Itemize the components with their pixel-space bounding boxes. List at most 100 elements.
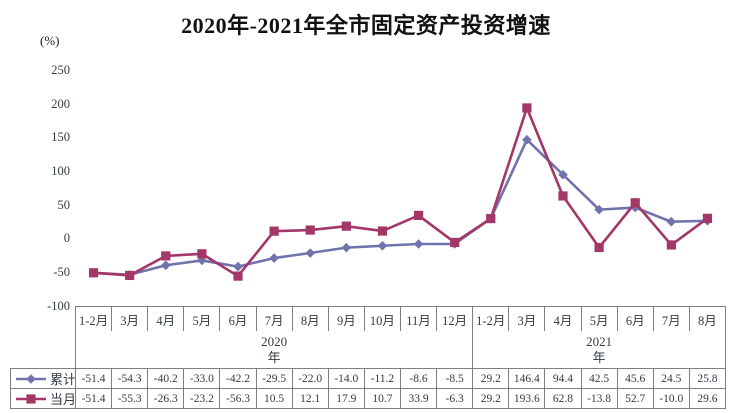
month-cell: 7月: [652, 306, 690, 331]
diamond-marker: [666, 216, 677, 227]
year-cell: 2020年: [74, 331, 473, 369]
diamond-marker: [233, 261, 243, 272]
value-cell: -42.2: [219, 368, 257, 389]
value-cell: -6.3: [436, 388, 474, 409]
square-marker: [88, 268, 99, 278]
diamond-marker: [594, 204, 604, 215]
y-axis-unit-label: (%): [40, 33, 60, 48]
legend-cell: 当月: [10, 388, 76, 409]
value-cell: 29.2: [472, 368, 510, 389]
value-cell: -29.5: [255, 368, 293, 389]
y-tick-label: 250: [51, 63, 70, 77]
value-cell: 12.1: [291, 388, 329, 409]
diamond-marker: [305, 248, 316, 258]
square-marker: [26, 393, 36, 404]
month-cell: 1-2月: [472, 306, 509, 331]
square-marker: [125, 270, 135, 281]
y-tick-label: 100: [51, 163, 70, 178]
chart-title: 2020年-2021年全市固定资产投资增速: [181, 13, 551, 38]
value-cell: 25.8: [688, 368, 727, 389]
year-label: 2021年: [586, 333, 613, 365]
value-cell: 10.7: [363, 388, 401, 409]
y-tick-label: -100: [47, 298, 70, 313]
diamond-marker: [522, 134, 532, 145]
square-marker: [341, 221, 351, 231]
y-tick-label: 150: [51, 130, 70, 145]
square-marker: [233, 271, 243, 281]
diamond-marker: [558, 169, 568, 180]
square-marker: [630, 198, 640, 208]
diamond-marker: [377, 240, 388, 251]
square-marker: [594, 242, 604, 253]
month-cell: 3月: [111, 306, 148, 331]
value-cell: -33.0: [183, 368, 221, 389]
legend-label: 当月: [50, 392, 76, 407]
value-cell: 42.5: [580, 368, 618, 389]
month-cell: 1-2月: [74, 306, 112, 331]
value-cell: -56.3: [219, 388, 257, 409]
value-cell: -23.2: [183, 388, 221, 409]
year-cell: 2021年: [472, 331, 726, 369]
value-cell: 45.6: [616, 368, 654, 389]
month-cell: 8月: [291, 306, 329, 331]
month-cell: 3月: [508, 306, 545, 331]
square-marker: [558, 191, 568, 201]
month-cell: 4月: [147, 306, 184, 331]
month-cell: 5月: [183, 306, 220, 331]
diamond-marker: [269, 253, 279, 263]
diamond-marker: [341, 242, 352, 253]
diamond-marker: [413, 239, 424, 249]
diamond-marker: [26, 373, 36, 384]
value-cell: -51.4: [74, 388, 113, 409]
legend-swatch: [16, 393, 46, 404]
legend-cell: 累计: [10, 368, 76, 389]
value-cell: 52.7: [616, 388, 654, 409]
value-cell: -54.3: [111, 368, 149, 389]
year-label: 2020年: [261, 333, 288, 365]
value-cell: 146.4: [508, 368, 546, 389]
value-cell: -14.0: [327, 368, 365, 389]
value-cell: -10.0: [652, 388, 690, 409]
month-cell: 4月: [544, 306, 582, 331]
square-marker: [702, 213, 713, 223]
value-cell: 29.6: [688, 388, 727, 409]
y-tick-label: -50: [53, 264, 70, 279]
table-corner-cell: [11, 307, 76, 332]
series-row-累计: 累计 -51.4 -54.3 -40.2 -33.0 -42.2 -29.5 -22.0 -14…: [10, 368, 727, 389]
value-cell: -13.8: [580, 388, 618, 409]
value-cell: -22.0: [291, 368, 329, 389]
year-header-row: 2020年 2021年: [11, 331, 726, 369]
square-marker: [413, 210, 424, 221]
square-marker: [522, 103, 532, 113]
month-cell: 11月: [399, 306, 437, 331]
diamond-marker: [160, 260, 171, 271]
series-line-累计: [93, 138, 708, 277]
value-cell: -8.5: [436, 368, 474, 389]
legend-key: 当月: [12, 390, 76, 408]
square-marker: [666, 240, 676, 250]
y-tick-label: 0: [63, 231, 70, 246]
y-tick-label: 200: [51, 96, 70, 111]
legend-label: 累计: [50, 372, 76, 387]
value-cell: 10.5: [255, 388, 293, 409]
square-marker: [450, 237, 460, 248]
table-corner-cell: [11, 331, 76, 369]
value-cell: 94.4: [544, 368, 582, 389]
value-cell: -51.4: [74, 368, 113, 389]
value-cell: -8.6: [399, 368, 438, 389]
value-cell: 33.9: [399, 388, 438, 409]
square-marker: [486, 213, 496, 224]
value-cell: 62.8: [544, 388, 582, 409]
value-cell: 24.5: [652, 368, 690, 389]
series-line-当月: [93, 106, 709, 278]
month-cell: 8月: [688, 306, 727, 331]
value-cell: 17.9: [327, 388, 365, 409]
square-marker: [377, 226, 388, 236]
legend-swatch: [16, 373, 46, 384]
value-cell: -26.3: [147, 388, 185, 409]
value-cell: 193.6: [508, 388, 546, 409]
square-marker: [269, 226, 279, 236]
month-cell: 6月: [616, 306, 654, 331]
